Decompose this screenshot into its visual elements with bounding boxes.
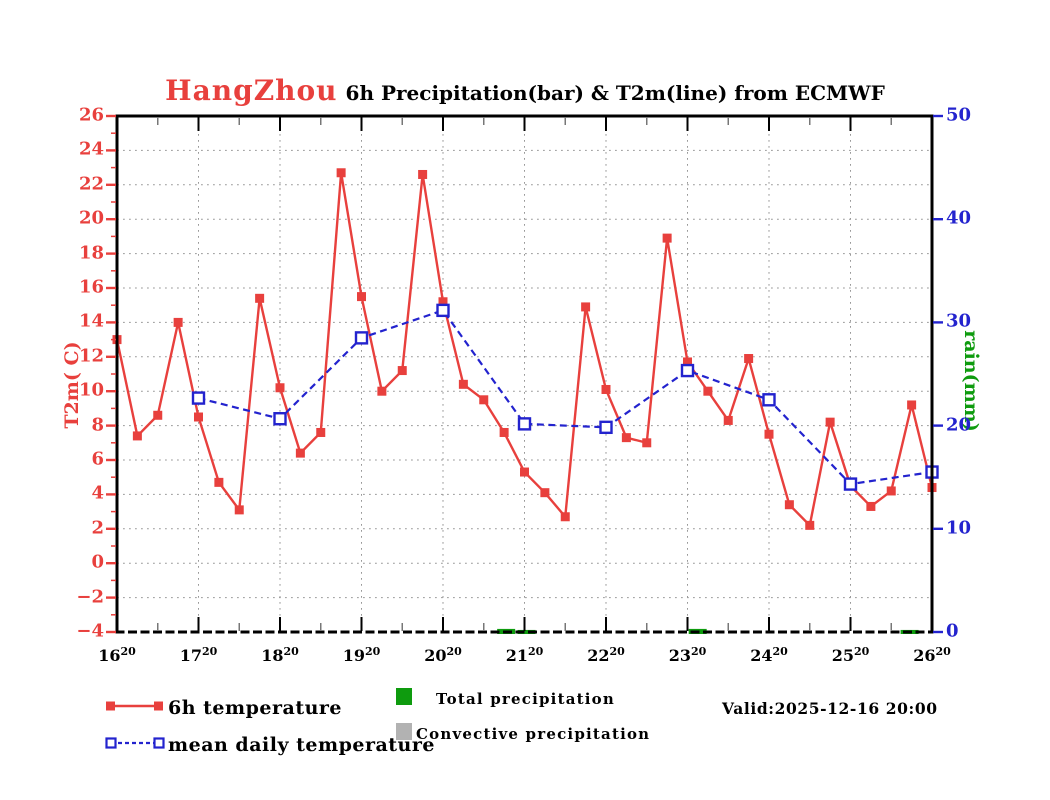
temperature-marker	[520, 467, 529, 477]
x-tick-label: 1820	[261, 645, 299, 665]
y-left-tick-label: 4	[91, 483, 104, 505]
temperature-marker	[805, 520, 815, 530]
mean-temp-legend-label: mean daily temperature	[168, 734, 435, 756]
x-tick-label: 1620	[98, 645, 136, 665]
chart-title-text: 6h Precipitation(bar) & T2m(line) from E…	[345, 81, 885, 105]
mean-temperature-marker	[680, 363, 695, 378]
temperature-marker	[907, 400, 917, 410]
temperature-marker	[723, 415, 733, 425]
valid-time-text: Valid:2025-12-16 20:00	[722, 699, 938, 718]
temperature-marker	[295, 448, 305, 458]
temperature-marker	[866, 501, 876, 511]
temperature-marker	[683, 357, 692, 367]
temperature-marker	[540, 488, 550, 498]
temperature-marker	[397, 366, 407, 376]
y-left-tick-label: 24	[78, 139, 104, 161]
y-left-tick-label: −2	[76, 586, 104, 608]
x-tick-label: 2020	[424, 645, 462, 665]
convective-precip-legend-swatch	[396, 723, 412, 740]
y-right-tick-label: 40	[946, 207, 972, 229]
temperature-marker	[784, 500, 794, 510]
x-tick-label: 2420	[750, 645, 788, 665]
temperature-marker	[214, 477, 224, 487]
temperature-marker	[275, 383, 285, 393]
temperature-marker	[458, 379, 468, 389]
y-left-tick-label: 26	[78, 104, 104, 126]
x-tick-label: 2120	[505, 645, 544, 665]
mean-temperature-marker	[843, 477, 858, 491]
mean-temperature-line	[198, 309, 933, 486]
y-right-tick-label: 10	[946, 517, 972, 539]
temperature-marker	[377, 386, 387, 396]
y-left-tick-label: 0	[91, 551, 104, 573]
y-left-tick-label: 10	[78, 379, 104, 401]
total-precip-bar	[517, 629, 536, 634]
temperature-marker	[336, 168, 346, 178]
temperature-marker	[479, 395, 489, 405]
temperature-marker	[581, 302, 591, 312]
temperature-marker	[621, 433, 631, 443]
temperature-marker	[132, 431, 142, 441]
station-name: HangZhou	[165, 74, 338, 107]
x-tick-label: 2220	[587, 645, 625, 665]
temperature-marker	[194, 412, 203, 422]
temperature-marker	[316, 427, 326, 437]
y-left-tick-label: 12	[78, 345, 104, 367]
mean-temperature-marker	[599, 420, 613, 435]
mean-temp-legend-sample	[105, 737, 165, 749]
y-left-tick-label: 14	[78, 311, 104, 333]
y-left-tick-label: 22	[78, 173, 104, 195]
temperature-marker	[234, 505, 244, 515]
y-left-tick-label: 20	[78, 207, 104, 229]
temperature-marker	[764, 429, 774, 439]
chart-title: HangZhou 6h Precipitation(bar) & T2m(lin…	[0, 74, 1050, 107]
y-left-tick-label: 2	[91, 517, 104, 539]
total-precip-legend-swatch	[396, 688, 412, 705]
temperature-marker	[438, 297, 448, 307]
x-tick-label: 1720	[179, 645, 218, 665]
y-left-tick-label: 8	[91, 414, 104, 436]
temperature-marker	[886, 486, 896, 496]
temperature-marker	[153, 410, 163, 420]
y-right-tick-label: 0	[946, 620, 959, 642]
temperature-marker	[418, 169, 428, 179]
x-tick-label: 1920	[342, 645, 381, 665]
x-tick-label: 2520	[831, 645, 870, 665]
y-left-tick-label: 6	[91, 448, 104, 470]
mean-temperature-marker	[517, 417, 532, 431]
y-left-tick-label: 18	[78, 242, 104, 264]
temp-legend-label: 6h temperature	[168, 697, 343, 719]
temperature-marker	[642, 438, 652, 448]
convective-precip-legend-label: Convective precipitation	[416, 725, 651, 743]
mean-temperature-marker	[273, 412, 287, 426]
temperature-marker	[744, 354, 754, 364]
y-right-tick-label: 50	[946, 104, 972, 126]
y-right-tick-label: 20	[946, 414, 972, 436]
temperature-marker	[255, 293, 265, 303]
total-precip-legend-label: Total precipitation	[436, 690, 615, 708]
temperature-marker	[499, 427, 509, 437]
temperature-marker	[560, 512, 570, 522]
y-left-tick-label: −4	[76, 620, 104, 642]
temperature-marker	[357, 292, 366, 302]
y-left-tick-label: 16	[78, 276, 104, 298]
mean-temperature-marker	[762, 393, 776, 407]
temperature-marker	[601, 384, 611, 394]
mean-temperature-marker	[436, 303, 450, 318]
temperature-marker	[173, 317, 183, 327]
temperature-marker	[703, 386, 713, 396]
temperature-marker	[825, 417, 835, 427]
mean-temperature-marker	[191, 391, 206, 405]
mean-temperature-marker	[354, 331, 369, 345]
temp-legend-sample	[106, 701, 163, 711]
y-right-tick-label: 30	[946, 311, 972, 333]
temperature-marker	[662, 233, 672, 243]
x-tick-label: 2620	[913, 645, 951, 665]
x-tick-label: 2320	[668, 645, 707, 665]
